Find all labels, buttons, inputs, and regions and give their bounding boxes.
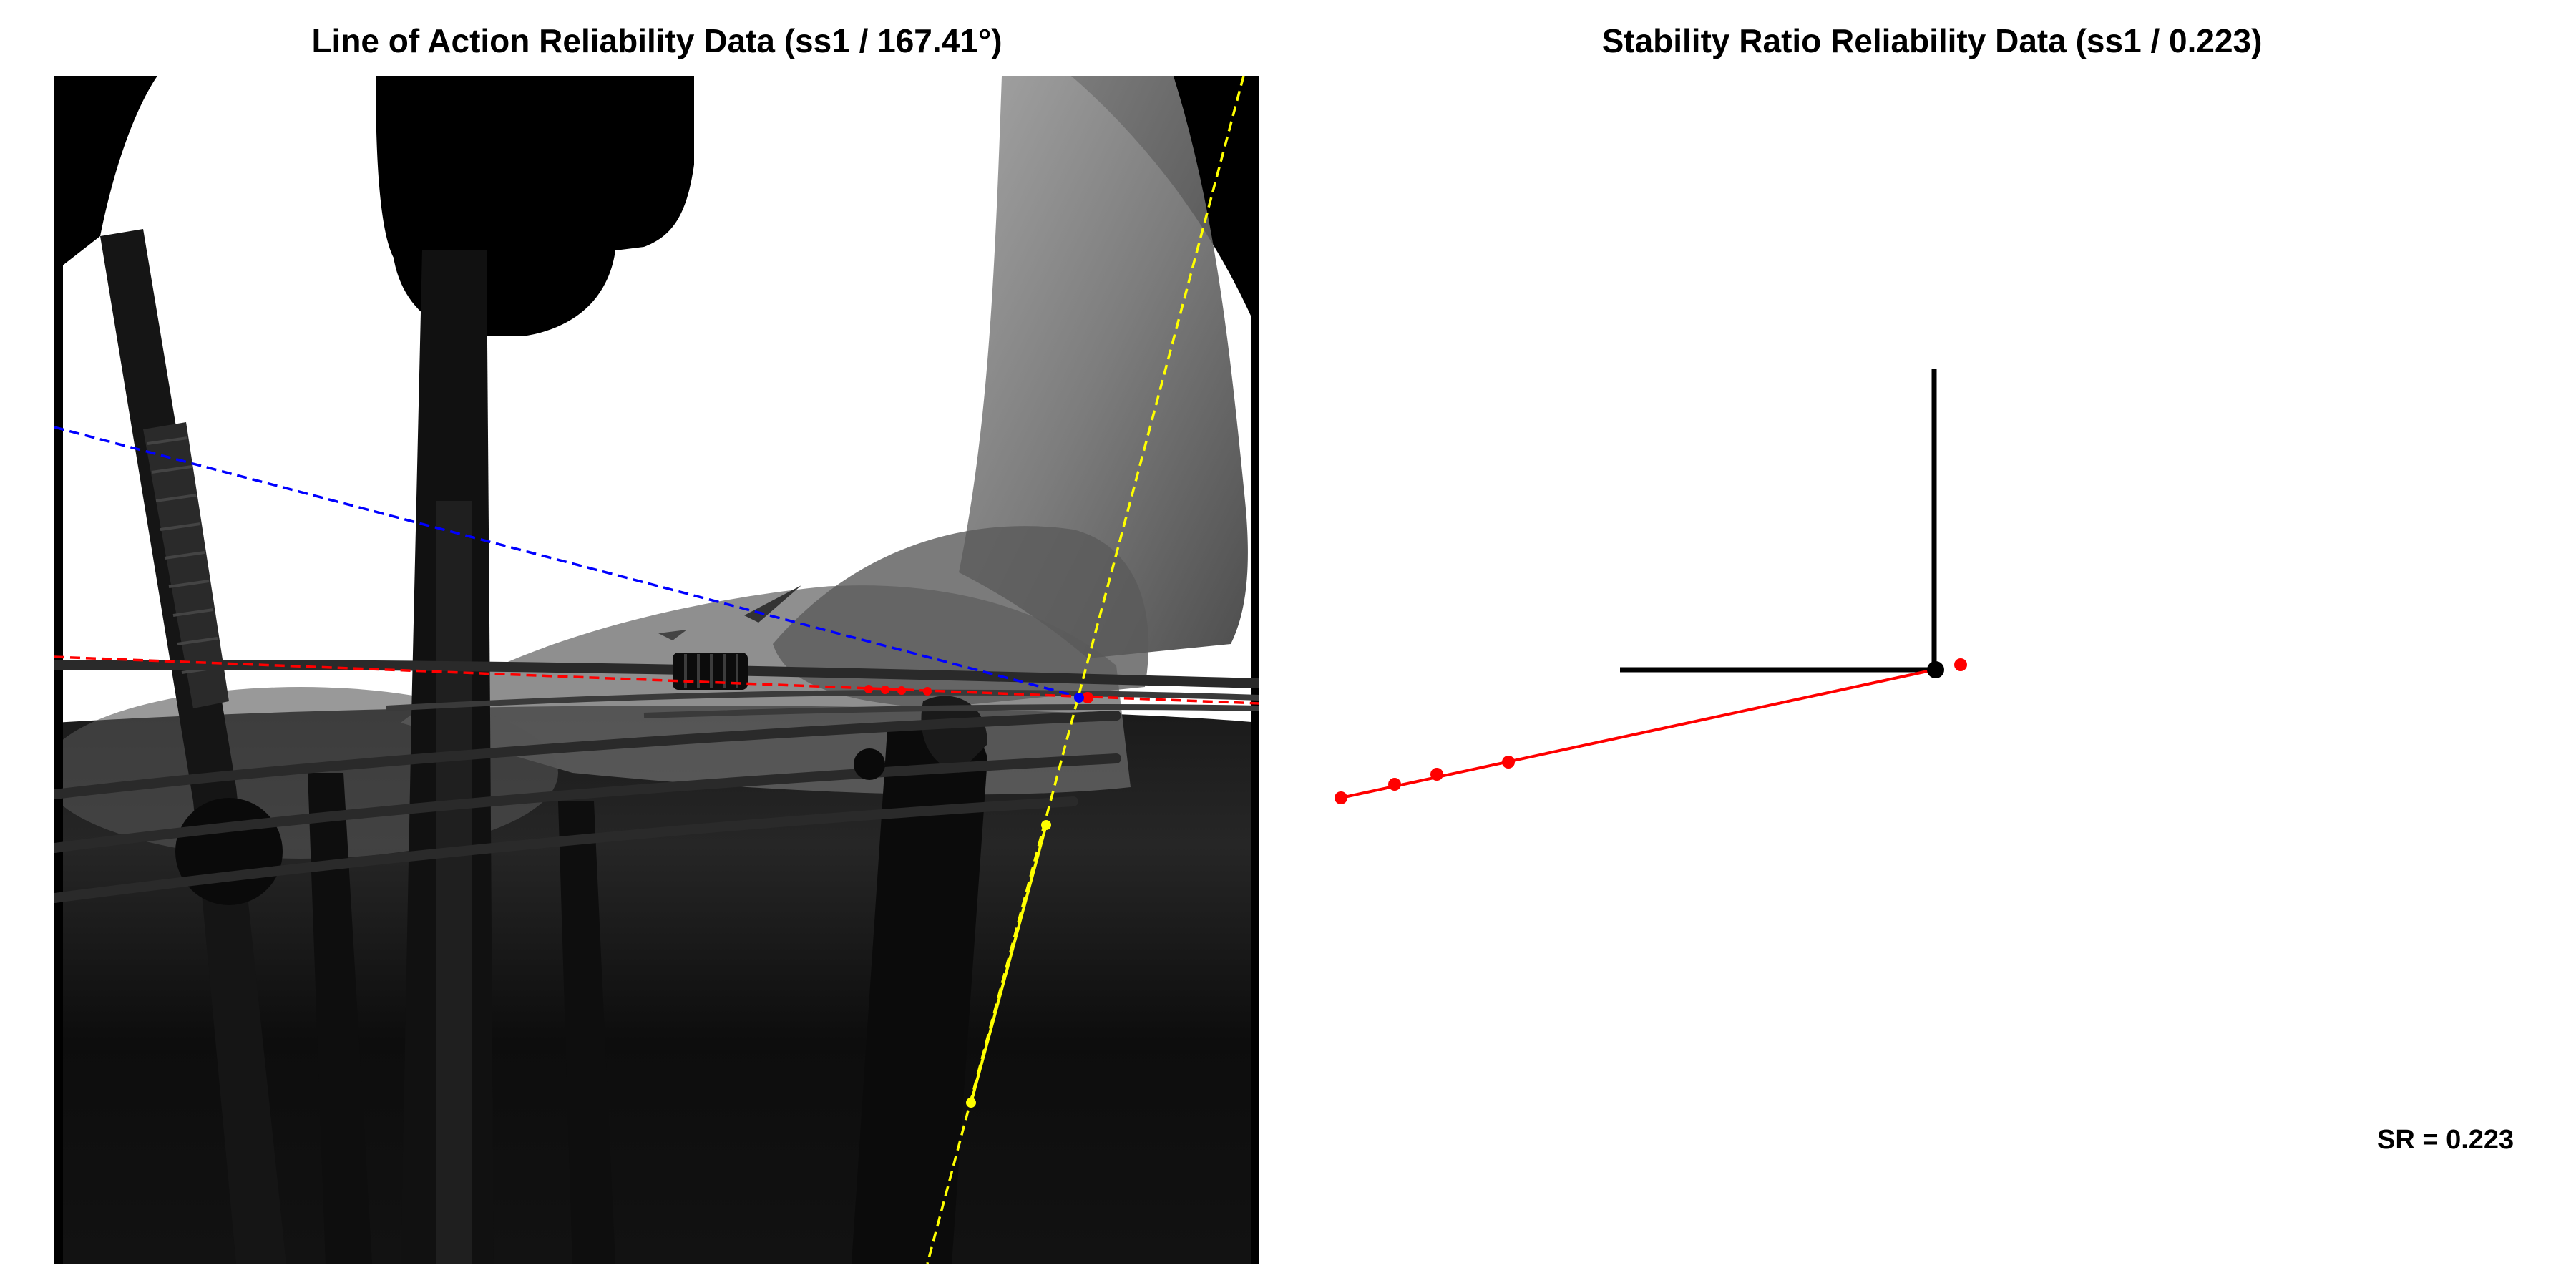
yellow-solid-segment [970,824,1048,1103]
blue-dashed-line [54,426,1088,701]
origin-point [1927,661,1944,678]
stability-ratio-label: SR = 0.223 [2377,1125,2514,1155]
red-point [881,686,889,694]
yellow-point [966,1098,976,1108]
red-point [1388,778,1401,791]
red-point [1082,692,1093,703]
red-point [897,686,906,695]
xray-image [54,76,1259,1264]
red-dashed-line [54,655,1259,705]
red-point [923,687,932,696]
red-point [1335,791,1347,804]
yellow-point [1041,820,1051,830]
line-of-action-points [864,685,1093,1108]
red-point [864,685,873,693]
red-point [1502,756,1515,769]
line-of-action-annotations [54,76,1259,1264]
red-point [1430,768,1443,781]
blue-point [1074,693,1084,703]
red-point [1954,658,1967,671]
red-stability-line [1340,668,1935,799]
left-panel-title: Line of Action Reliability Data (ss1 / 1… [311,22,1002,59]
stability-ratio-diagram [1335,369,1967,804]
right-panel-title: Stability Ratio Reliability Data (ss1 / … [1601,22,2263,59]
